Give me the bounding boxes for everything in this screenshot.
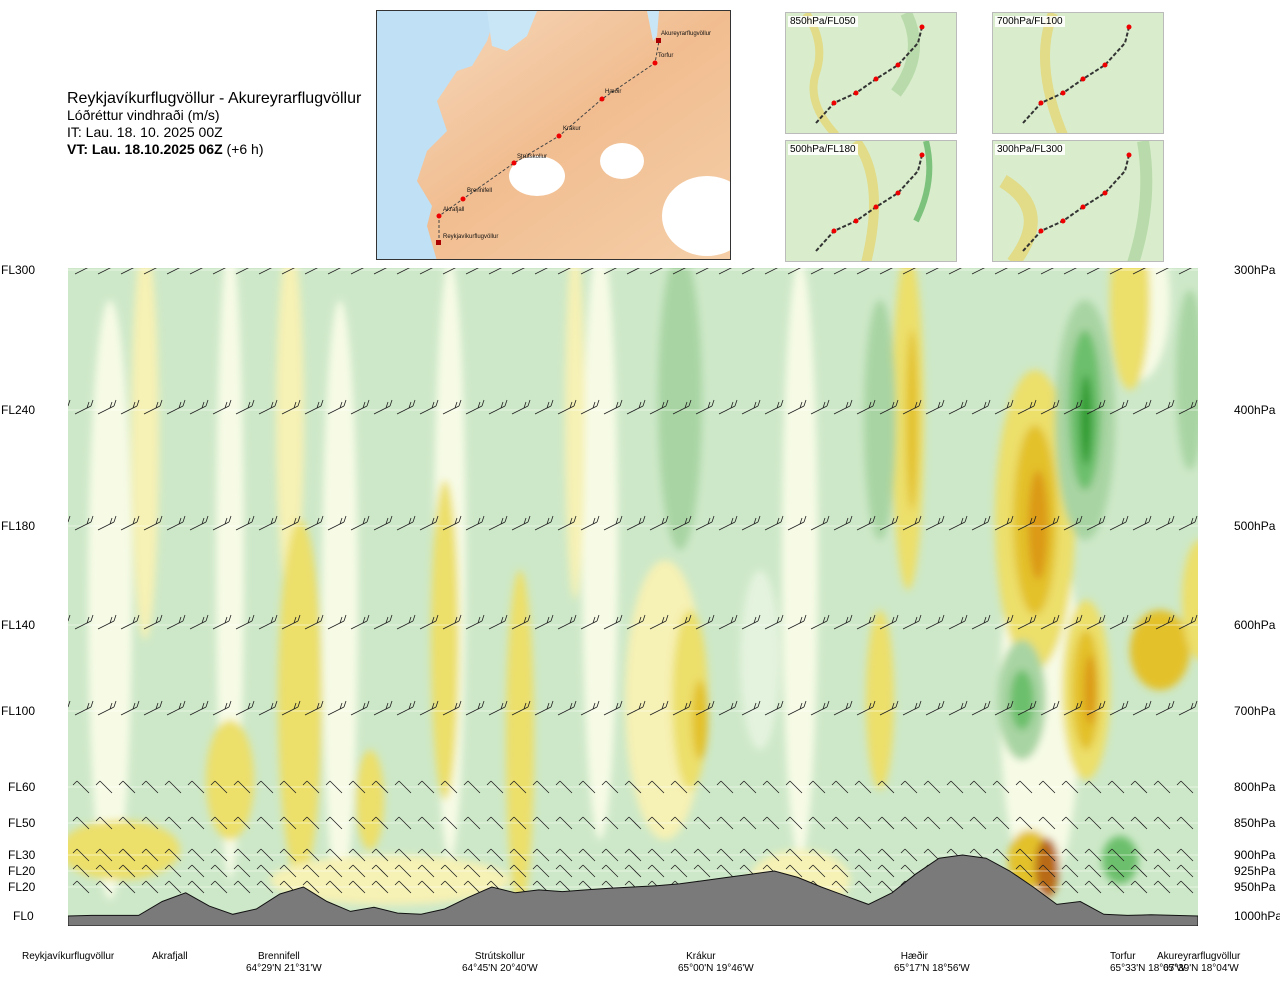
station-7-coords: 65°39'N 18°04'W bbox=[1163, 963, 1239, 974]
route-title: Reykjavíkurflugvöllur - Akureyrarflugvöl… bbox=[67, 90, 362, 107]
flight-level-label-7: FL30 bbox=[8, 848, 36, 862]
title-block: Reykjavíkurflugvöllur - Akureyrarflugvöl… bbox=[67, 90, 361, 158]
pressure-label-7: 900hPa bbox=[1234, 848, 1276, 862]
pressure-label-9: 950hPa bbox=[1234, 880, 1276, 894]
terrain-profile bbox=[68, 854, 1198, 926]
sea-area bbox=[377, 11, 497, 259]
route-map: Akureyrarflugvöllur Torfur Hæðir Krákur … bbox=[376, 10, 731, 260]
glacier-3 bbox=[662, 176, 730, 256]
wp-label-0: Akureyrarflugvöllur bbox=[661, 31, 711, 37]
station-3: Strútskollur 64°45'N 20°40'W bbox=[462, 951, 538, 975]
wp-label-5: Brennifell bbox=[467, 188, 492, 194]
thumbnail-700[interactable]: 700hPa/FL100 bbox=[992, 12, 1164, 134]
flight-level-label-9: FL20 bbox=[8, 880, 36, 894]
thumbnail-500-label: 500hPa/FL180 bbox=[788, 144, 858, 155]
wp-label-1: Torfur bbox=[658, 53, 673, 59]
wp-label-3: Krákur bbox=[563, 126, 581, 132]
wp-label-4: Strútskollur bbox=[517, 154, 547, 160]
wp-label-6: Akrafjall bbox=[443, 207, 464, 213]
pressure-label-2: 500hPa bbox=[1234, 519, 1276, 533]
pressure-label-0: 300hPa bbox=[1234, 263, 1276, 277]
station-5-name: Hæðir bbox=[900, 951, 928, 962]
pressure-label-3: 600hPa bbox=[1234, 618, 1276, 632]
route-line bbox=[438, 40, 660, 243]
station-2: Brennifell 64°29'N 21°31'W bbox=[246, 951, 322, 975]
cross-section-chart: FL300 FL240 FL180 FL140 FL100 FL60 FL50 FL30 FL2… bbox=[1, 263, 1280, 926]
thumbnail-500[interactable]: 500hPa/FL180 bbox=[785, 140, 957, 262]
pressure-label-6: 850hPa bbox=[1234, 816, 1276, 830]
station-6: Torfur 65°33'N 18°07'W bbox=[1110, 951, 1186, 975]
wind-barbs bbox=[68, 268, 1198, 894]
pressure-label-4: 700hPa bbox=[1234, 704, 1276, 718]
station-2-coords: 64°29'N 21°31'W bbox=[246, 963, 322, 974]
thumbnail-850[interactable]: 850hPa/FL050 bbox=[785, 12, 957, 134]
station-6-name: Torfur bbox=[1110, 951, 1136, 962]
pressure-label-10: 1000hPa bbox=[1234, 909, 1280, 923]
station-4: Krákur 65°00'N 19°46'W bbox=[678, 951, 754, 975]
airport-akureyri bbox=[656, 38, 661, 43]
station-5: Hæðir 65°17'N 18°56'W bbox=[894, 951, 970, 975]
station-6-coords: 65°33'N 18°07'W bbox=[1110, 963, 1186, 974]
wp-label-7: Reykjavíkurflugvöllur bbox=[443, 234, 498, 240]
flight-level-label-10: FL0 bbox=[13, 909, 34, 923]
thumbnail-700-label: 700hPa/FL100 bbox=[995, 16, 1065, 27]
station-7-name: Akureyrarflugvöllur bbox=[1157, 951, 1241, 962]
station-1: Akrafjall bbox=[152, 951, 188, 963]
glacier-2 bbox=[600, 143, 644, 179]
station-3-coords: 64°45'N 20°40'W bbox=[462, 963, 538, 974]
station-0-name: Reykjavíkurflugvöllur bbox=[22, 951, 115, 962]
valid-time-offset: (+6 h) bbox=[222, 141, 264, 157]
flight-level-label-8: FL20 bbox=[8, 864, 36, 878]
pressure-label-8: 925hPa bbox=[1234, 864, 1276, 878]
airport-reykjavik bbox=[436, 240, 441, 245]
station-3-name: Strútskollur bbox=[474, 951, 525, 962]
pressure-label-5: 800hPa bbox=[1234, 780, 1276, 794]
thumbnail-300[interactable]: 300hPa/FL300 bbox=[992, 140, 1164, 262]
station-4-name: Krákur bbox=[686, 951, 716, 962]
issue-time: IT: Lau. 18. 10. 2025 00Z bbox=[67, 124, 223, 140]
flight-level-label-5: FL60 bbox=[8, 780, 36, 794]
station-0: Reykjavíkurflugvöllur bbox=[22, 951, 114, 963]
pressure-labels: 300hPa 400hPa 500hPa 600hPa 700hPa 800hPa 850h… bbox=[1234, 263, 1280, 923]
route-points bbox=[436, 60, 658, 219]
station-2-name: Brennifell bbox=[258, 951, 300, 962]
station-5-coords: 65°17'N 18°56'W bbox=[894, 963, 970, 974]
route-map-svg: Akureyrarflugvöllur Torfur Hæðir Krákur … bbox=[377, 11, 730, 259]
thumbnail-850-map bbox=[786, 13, 956, 133]
variable-label: Lóðréttur vindhraði (m/s) bbox=[67, 107, 220, 123]
station-4-coords: 65°00'N 19°46'W bbox=[678, 963, 754, 974]
station-1-name: Akrafjall bbox=[152, 951, 188, 962]
thumbnail-300-map bbox=[993, 141, 1163, 261]
wp-label-2: Hæðir bbox=[605, 88, 621, 95]
flight-level-label-4: FL100 bbox=[1, 704, 35, 718]
thumbnail-300-label: 300hPa/FL300 bbox=[995, 144, 1065, 155]
thumbnail-850-label: 850hPa/FL050 bbox=[788, 16, 858, 27]
flight-level-label-6: FL50 bbox=[8, 816, 36, 830]
glacier-1 bbox=[509, 156, 565, 196]
flight-level-label-0: FL300 bbox=[1, 263, 35, 277]
pressure-label-1: 400hPa bbox=[1234, 403, 1276, 417]
thumbnail-700-map bbox=[993, 13, 1163, 133]
field-blobs bbox=[68, 268, 1198, 910]
flight-level-label-3: FL140 bbox=[1, 618, 35, 632]
valid-time: VT: Lau. 18.10.2025 06Z (+6 h) bbox=[67, 141, 361, 158]
field-layer bbox=[68, 268, 1198, 926]
flight-level-label-2: FL180 bbox=[1, 519, 35, 533]
station-7: Akureyrarflugvöllur 65°39'N 18°04'W bbox=[1157, 951, 1240, 975]
flight-level-labels: FL300 FL240 FL180 FL140 FL100 FL60 FL50 FL30 FL2… bbox=[1, 263, 36, 923]
flight-level-label-1: FL240 bbox=[1, 403, 35, 417]
valid-time-label: VT: Lau. 18.10.2025 06Z bbox=[67, 141, 223, 157]
thumbnail-500-map bbox=[786, 141, 956, 261]
